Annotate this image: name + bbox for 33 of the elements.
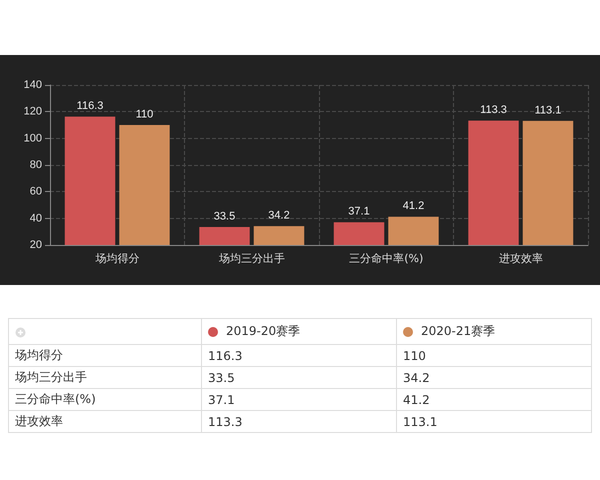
y-tick-label: 40 <box>30 212 42 224</box>
data-label: 113.1 <box>396 410 592 432</box>
data-label: 41.2 <box>396 388 592 410</box>
category-label: 进攻效率 <box>8 410 202 432</box>
y-tick-label: 120 <box>24 106 42 118</box>
category-label: 场均三分出手 <box>8 366 202 388</box>
data-label: 33.5 <box>214 210 236 222</box>
data-label: 37.1 <box>202 388 396 410</box>
category-label: 场均得分 <box>8 344 202 366</box>
x-tick-label: 进攻效率 <box>498 252 543 265</box>
data-label: 34.2 <box>268 210 290 222</box>
legend-label: 2019-20赛季 <box>226 324 300 338</box>
x-tick-label: 场均三分出手 <box>218 252 285 265</box>
data-label: 110 <box>136 108 154 120</box>
y-tick-label: 20 <box>30 239 42 251</box>
data-label: 116.3 <box>202 344 396 366</box>
data-label: 34.2 <box>396 366 592 388</box>
legend-label: 2020-21赛季 <box>421 324 496 338</box>
data-label: 33.5 <box>202 366 396 388</box>
data-label: 110 <box>396 344 592 366</box>
category-label: 三分命中率(%) <box>8 388 202 410</box>
data-label: 113.3 <box>480 104 507 116</box>
y-tick-label: 140 <box>24 79 42 91</box>
y-tick-label: 60 <box>30 186 42 198</box>
y-tick-label: 100 <box>24 132 42 144</box>
data-label: 116.3 <box>76 100 104 112</box>
x-tick-label: 三分命中率(%) <box>349 252 424 265</box>
y-tick-label: 80 <box>30 159 42 171</box>
data-label: 37.1 <box>348 206 370 218</box>
x-tick-label: 场均得分 <box>94 252 140 265</box>
data-label: 113.3 <box>202 410 396 432</box>
data-label: 41.2 <box>402 200 424 212</box>
data-label: 113.1 <box>534 104 562 116</box>
